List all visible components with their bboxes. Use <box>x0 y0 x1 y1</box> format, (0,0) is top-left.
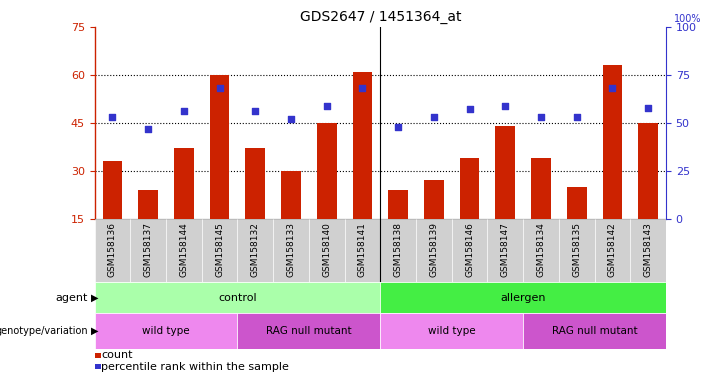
Bar <box>451 219 487 282</box>
Text: GSM158140: GSM158140 <box>322 222 332 277</box>
Text: ▶: ▶ <box>91 293 99 303</box>
Bar <box>309 219 345 282</box>
Bar <box>380 219 416 282</box>
Text: GSM158143: GSM158143 <box>644 222 653 277</box>
Bar <box>353 72 372 219</box>
Text: 100%: 100% <box>674 14 701 24</box>
Text: GSM158145: GSM158145 <box>215 222 224 277</box>
Bar <box>174 149 193 219</box>
Bar <box>630 219 666 282</box>
Point <box>142 126 154 132</box>
Text: genotype/variation: genotype/variation <box>0 326 88 336</box>
Point <box>357 85 368 91</box>
Text: RAG null mutant: RAG null mutant <box>552 326 637 336</box>
Bar <box>388 190 408 219</box>
Point <box>464 106 475 113</box>
Point <box>107 114 118 120</box>
Bar <box>594 219 630 282</box>
Bar <box>317 123 336 219</box>
Bar <box>102 161 122 219</box>
Point <box>321 103 332 109</box>
Text: GSM158146: GSM158146 <box>465 222 474 277</box>
Bar <box>202 219 238 282</box>
Text: GSM158136: GSM158136 <box>108 222 117 277</box>
Point <box>607 85 618 91</box>
Bar <box>345 219 380 282</box>
Text: ▶: ▶ <box>91 326 99 336</box>
Bar <box>424 180 444 219</box>
Bar <box>238 313 381 349</box>
Text: wild type: wild type <box>142 326 190 336</box>
Bar <box>380 313 523 349</box>
Text: GSM158138: GSM158138 <box>394 222 402 277</box>
Bar <box>245 149 265 219</box>
Point <box>571 114 583 120</box>
Bar <box>639 123 658 219</box>
Bar <box>95 313 238 349</box>
Text: GSM158134: GSM158134 <box>536 222 545 277</box>
Point <box>214 85 225 91</box>
Bar <box>130 219 166 282</box>
Text: GSM158147: GSM158147 <box>501 222 510 277</box>
Text: control: control <box>218 293 257 303</box>
Point <box>428 114 440 120</box>
Bar <box>523 313 666 349</box>
Point <box>500 103 511 109</box>
Point <box>536 114 547 120</box>
Bar <box>416 219 451 282</box>
Bar <box>281 171 301 219</box>
Text: GSM158137: GSM158137 <box>144 222 153 277</box>
Point <box>250 108 261 114</box>
Text: agent: agent <box>55 293 88 303</box>
Text: GSM158139: GSM158139 <box>429 222 438 277</box>
Bar <box>380 282 666 313</box>
Text: GSM158141: GSM158141 <box>358 222 367 277</box>
Bar <box>210 75 229 219</box>
Bar <box>138 190 158 219</box>
Bar <box>567 187 587 219</box>
Bar <box>531 158 551 219</box>
Text: allergen: allergen <box>501 293 546 303</box>
Bar <box>95 282 380 313</box>
Text: GSM158142: GSM158142 <box>608 222 617 277</box>
Text: GSM158133: GSM158133 <box>287 222 296 277</box>
Bar <box>603 65 622 219</box>
Text: count: count <box>102 350 133 360</box>
Text: percentile rank within the sample: percentile rank within the sample <box>102 362 290 372</box>
Bar <box>460 158 479 219</box>
Bar <box>273 219 309 282</box>
Bar <box>496 126 515 219</box>
Bar <box>559 219 594 282</box>
Point <box>285 116 297 122</box>
Bar <box>238 219 273 282</box>
Text: GSM158135: GSM158135 <box>572 222 581 277</box>
Text: GSM158144: GSM158144 <box>179 222 189 277</box>
Point <box>393 124 404 130</box>
Bar <box>523 219 559 282</box>
Bar <box>166 219 202 282</box>
Text: wild type: wild type <box>428 326 475 336</box>
Bar <box>487 219 523 282</box>
Point <box>178 108 189 114</box>
Text: GSM158132: GSM158132 <box>251 222 260 277</box>
Bar <box>95 219 130 282</box>
Point <box>643 104 654 111</box>
Text: RAG null mutant: RAG null mutant <box>266 326 352 336</box>
Title: GDS2647 / 1451364_at: GDS2647 / 1451364_at <box>299 10 461 25</box>
